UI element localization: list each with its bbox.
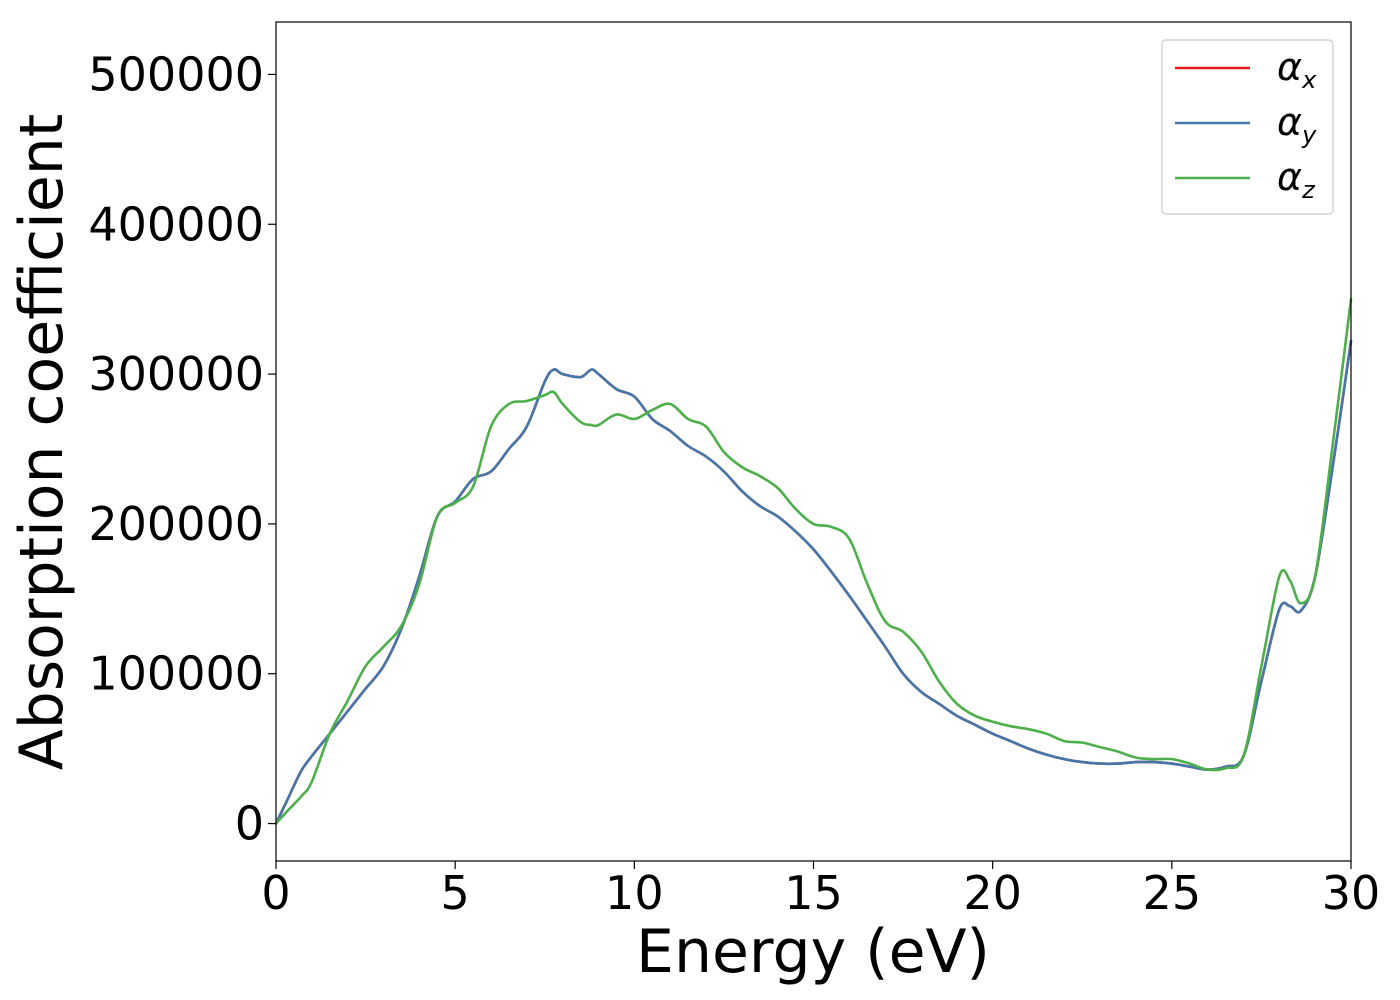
x-tick-label: 30 (1322, 866, 1381, 920)
x-tick-label: 0 (261, 866, 290, 920)
y-tick-label: 0 (235, 797, 264, 851)
y-axis-label: Absorption coefficient (7, 114, 77, 771)
legend: αx αy αz (1161, 39, 1334, 215)
x-tick-label: 10 (605, 866, 664, 920)
series-line-alpha-y (274, 339, 1353, 825)
series-line-alpha-x (274, 339, 1353, 825)
y-tick-label: 200000 (88, 497, 264, 551)
legend-label-alpha-z: αz (1277, 155, 1316, 204)
x-tick-label: 5 (441, 866, 470, 920)
plot-lines (274, 297, 1353, 825)
x-tick-label: 20 (963, 866, 1022, 920)
x-tick-label: 25 (1143, 866, 1202, 920)
series-line-alpha-z (274, 297, 1353, 825)
y-tick-label: 100000 (88, 647, 264, 701)
y-tick-label: 500000 (88, 47, 264, 101)
legend-box (1161, 39, 1334, 215)
x-axis-label: Energy (eV) (636, 917, 990, 987)
y-tick-label: 400000 (88, 197, 264, 251)
legend-label-alpha-x: αx (1277, 45, 1317, 94)
y-axis: 0 100000 200000 300000 400000 500000 (88, 47, 276, 851)
x-axis: 0 5 10 15 20 25 30 (261, 861, 1380, 920)
y-tick-label: 300000 (88, 347, 264, 401)
x-tick-label: 15 (784, 866, 843, 920)
legend-label-alpha-y: αy (1277, 100, 1317, 149)
